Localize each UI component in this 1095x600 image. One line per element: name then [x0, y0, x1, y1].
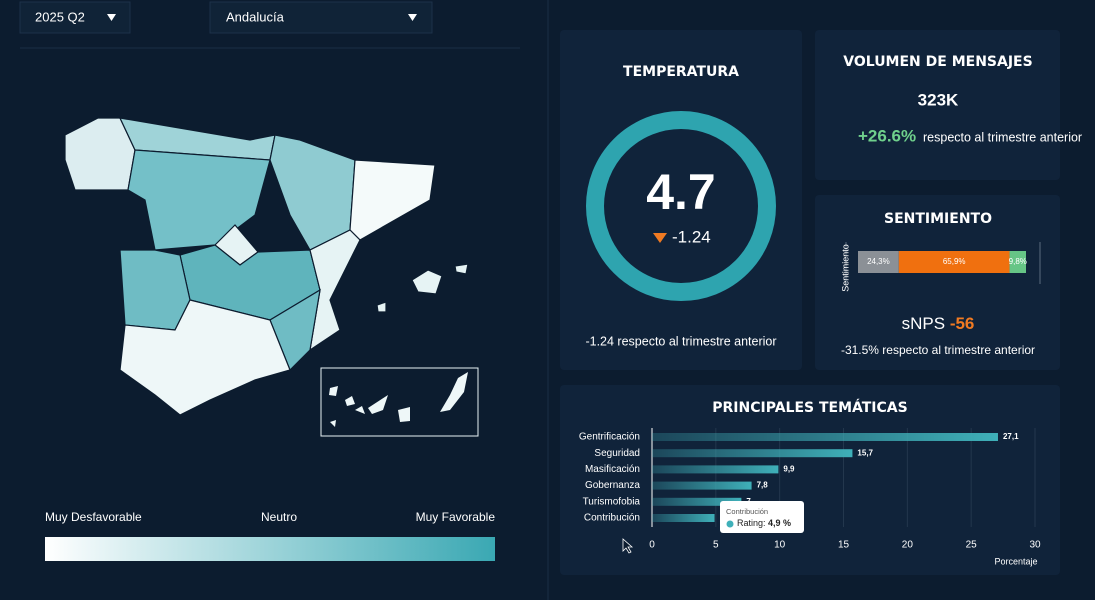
card: [815, 30, 1060, 180]
x-tick-label: 15: [838, 540, 850, 551]
tooltip-label: Rating:: [737, 518, 766, 528]
axis-label: Sentimiento: [840, 244, 850, 292]
tooltip-title: Contribución: [726, 507, 768, 516]
island: [345, 396, 355, 406]
region[interactable]: [127, 149, 271, 251]
y-tick-label: Seguridad: [594, 448, 640, 459]
cursor: [622, 538, 634, 554]
bar: [652, 449, 853, 458]
region-dropdown[interactable]: Andalucía: [209, 1, 433, 34]
bar: [652, 481, 752, 490]
card-title: TEMPERATURA: [623, 64, 739, 80]
y-tick-label: Gentrificación: [579, 432, 640, 443]
value-label: 15,7: [857, 448, 873, 457]
island: [398, 407, 410, 422]
segment: [858, 251, 899, 273]
island: [440, 372, 468, 412]
bar: [652, 514, 715, 522]
island: [355, 406, 365, 414]
x-tick-label: 25: [966, 540, 978, 551]
legend-label: Muy Desfavorable: [45, 510, 142, 524]
card-title: PRINCIPALES TEMÁTICAS: [712, 399, 907, 416]
volume-change-text: respecto al trimestre anterior: [923, 130, 1082, 144]
island: [368, 395, 388, 414]
segment: [1009, 251, 1026, 273]
segment-label: 9,8%: [1009, 257, 1027, 266]
snps-label: sNPS: [902, 314, 945, 333]
region[interactable]: [376, 301, 387, 313]
card: [560, 385, 1060, 575]
value-label: 9,9: [783, 465, 795, 474]
x-tick-label: 30: [1029, 540, 1041, 551]
footnote: -31.5% respecto al trimestre anterior: [841, 343, 1035, 357]
dropdown-value: 2025 Q2: [35, 9, 85, 24]
region[interactable]: [349, 159, 436, 241]
region[interactable]: [269, 134, 356, 251]
snps-value: -56: [950, 314, 975, 333]
legend-gradient: [45, 537, 495, 561]
y-tick-label: Masificación: [585, 464, 640, 475]
segment-label: 24,3%: [867, 257, 890, 266]
gauge-ring: [586, 111, 776, 301]
x-axis-label: Porcentaje: [994, 556, 1037, 566]
legend-label: Muy Favorable: [416, 510, 496, 524]
value-label: 27,1: [1003, 432, 1019, 441]
island: [329, 386, 338, 396]
tooltip-value: 4,9 %: [768, 518, 791, 528]
tooltip-text: Rating: 4,9 %: [737, 518, 791, 528]
island: [330, 420, 336, 427]
snps: sNPS -56: [902, 314, 975, 333]
dropdown-arrow: [408, 14, 417, 21]
dropdown-arrow: [107, 14, 116, 21]
x-tick-label: 5: [713, 540, 719, 551]
legend-label: Neutro: [261, 510, 297, 524]
canarias-box: [320, 367, 479, 437]
region[interactable]: [454, 263, 469, 275]
dropdown-box: [209, 1, 433, 34]
value-label: 7,8: [757, 481, 769, 490]
card-title: VOLUMEN DE MENSAJES: [843, 54, 1032, 70]
y-tick-label: Contribución: [584, 513, 640, 524]
canarias[interactable]: [329, 372, 468, 427]
region[interactable]: [309, 229, 361, 352]
x-tick-label: 10: [774, 540, 786, 551]
y-tick-label: Gobernanza: [585, 480, 640, 491]
volume-change: +26.6%: [858, 126, 916, 145]
bar: [652, 497, 742, 506]
temperature-delta: -1.24: [672, 227, 711, 246]
dropdown-value: Andalucía: [226, 9, 285, 24]
period-dropdown[interactable]: 2025 Q2: [19, 1, 131, 34]
temperature-value: 4.7: [646, 164, 716, 220]
region[interactable]: [411, 269, 443, 295]
region[interactable]: [119, 299, 291, 416]
bar: [652, 433, 998, 441]
x-tick-label: 0: [649, 540, 655, 551]
x-tick-label: 20: [902, 540, 914, 551]
y-tick-label: Turismofobia: [583, 496, 641, 507]
spain-map[interactable]: [64, 117, 469, 416]
tooltip-swatch: [726, 520, 734, 528]
card: [560, 30, 802, 370]
segment: [898, 251, 1010, 273]
bar: [652, 465, 779, 474]
down-arrow: [653, 233, 667, 243]
region[interactable]: [119, 249, 191, 331]
volume-value: 323K: [918, 90, 959, 109]
card-title: SENTIMIENTO: [884, 211, 992, 227]
tooltip-box: [720, 501, 804, 533]
segment-label: 65,9%: [943, 257, 966, 266]
footnote: -1.24 respecto al trimestre anterior: [585, 334, 776, 348]
card: [815, 195, 1060, 370]
